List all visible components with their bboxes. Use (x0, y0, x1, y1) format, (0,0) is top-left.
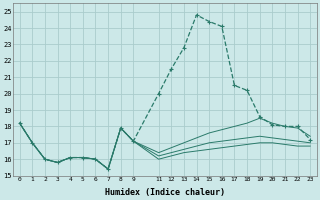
X-axis label: Humidex (Indice chaleur): Humidex (Indice chaleur) (105, 188, 225, 197)
